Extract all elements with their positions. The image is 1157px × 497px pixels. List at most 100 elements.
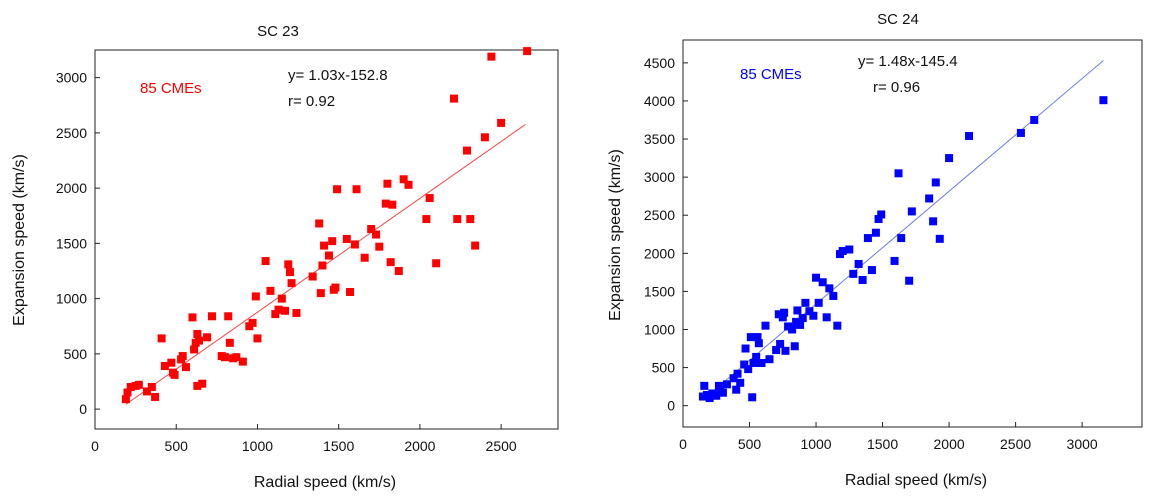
data-point (1016, 128, 1025, 137)
fit-equation: y= 1.48x-145.4 (858, 53, 958, 70)
data-point (965, 131, 974, 140)
data-point (849, 269, 858, 278)
data-point (193, 329, 202, 338)
data-point (220, 353, 229, 362)
data-points (121, 47, 532, 404)
data-point (822, 313, 831, 322)
data-point (232, 353, 241, 362)
data-point (251, 292, 260, 301)
y-tick-label: 1000 (644, 321, 675, 337)
x-tick-label: 0 (91, 438, 99, 454)
data-point (740, 360, 749, 369)
data-point (318, 261, 327, 270)
data-point (945, 154, 954, 163)
y-tick-label: 1500 (644, 283, 675, 299)
data-point (793, 306, 802, 315)
data-point (333, 185, 342, 194)
data-point (805, 307, 814, 316)
data-point (367, 225, 376, 234)
data-point (394, 266, 403, 275)
data-point (121, 395, 130, 404)
data-point (224, 312, 233, 321)
data-point (749, 359, 758, 368)
data-point (261, 257, 270, 266)
data-point (761, 321, 770, 330)
data-point (863, 234, 872, 243)
x-tick-label: 1500 (867, 436, 898, 452)
data-point (1030, 115, 1039, 124)
data-point (190, 345, 199, 354)
data-point (281, 306, 290, 315)
data-point (126, 383, 135, 392)
data-point (874, 215, 883, 224)
data-point (780, 308, 789, 317)
data-point (929, 217, 938, 226)
data-point (925, 194, 934, 203)
data-point (375, 242, 384, 251)
data-point (871, 228, 880, 237)
chart-title: SC 23 (257, 23, 299, 40)
data-point (147, 383, 156, 392)
data-point (471, 241, 480, 250)
y-tick-label: 4000 (644, 93, 675, 109)
y-tick-label: 2500 (56, 125, 87, 141)
x-tick-label: 1000 (242, 438, 273, 454)
data-point (123, 388, 132, 397)
data-point (404, 180, 413, 189)
data-point (722, 380, 731, 389)
data-point (331, 283, 340, 292)
y-axis-label: Expansion speed (km/s) (11, 154, 28, 326)
data-point (178, 352, 187, 361)
data-point (497, 118, 506, 127)
data-point (328, 237, 337, 246)
data-point (342, 234, 351, 243)
fit-equation: y= 1.03x-152.8 (288, 67, 388, 84)
data-point (285, 268, 294, 277)
data-point (167, 358, 176, 367)
data-point (757, 359, 766, 368)
data-point (890, 256, 899, 265)
fit-line (702, 60, 1104, 401)
data-point (386, 258, 395, 267)
x-tick-label: 500 (738, 436, 762, 452)
y-tick-label: 2000 (56, 180, 87, 196)
data-point (718, 388, 727, 397)
data-point (867, 266, 876, 275)
data-point (1099, 96, 1108, 105)
data-points (698, 96, 1108, 403)
data-point (733, 369, 742, 378)
y-tick-label: 2000 (644, 245, 675, 261)
data-point (274, 305, 283, 314)
data-point (320, 241, 329, 250)
x-tick-label: 2000 (404, 438, 435, 454)
data-point (277, 294, 286, 303)
data-point (838, 247, 847, 256)
data-point (425, 194, 434, 203)
data-point (752, 352, 761, 361)
x-axis-ticks: 0 500 1000 1500 2000 2500 (91, 424, 517, 454)
data-point (845, 245, 854, 254)
data-point (181, 363, 190, 372)
data-point (812, 273, 821, 282)
data-point (151, 392, 160, 401)
data-point (450, 94, 459, 103)
x-tick-label: 1500 (323, 438, 354, 454)
data-point (753, 333, 762, 342)
data-point (746, 333, 755, 342)
data-point (894, 169, 903, 178)
data-point (705, 394, 714, 403)
y-axis-ticks: 0 500 1000 1500 2000 2500 3000 3500 4000 4500 (644, 55, 688, 414)
data-point (203, 333, 212, 342)
data-point (480, 133, 489, 142)
data-point (829, 291, 838, 300)
data-point (372, 230, 381, 239)
x-axis-label: Radial speed (km/s) (845, 472, 987, 489)
data-point (801, 298, 810, 307)
data-point (858, 275, 867, 284)
data-point (790, 342, 799, 351)
correlation-label: r= 0.96 (873, 79, 920, 96)
chart-sc24: SC 24 0 500 1000 1500 2000 2500 3000 3500 4000 45… (607, 11, 1143, 489)
data-point (776, 339, 785, 348)
data-point (700, 381, 709, 390)
data-point (388, 200, 397, 209)
